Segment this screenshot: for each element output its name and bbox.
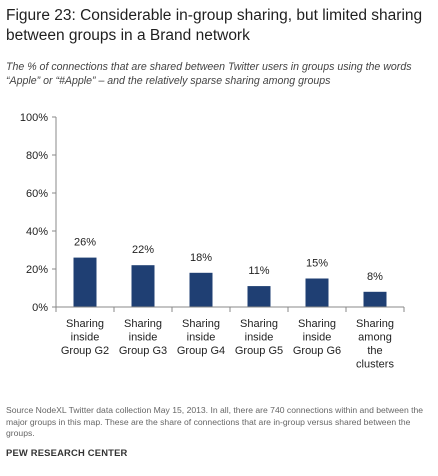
brand-label: PEW RESEARCH CENTER — [6, 447, 128, 458]
x-category-label: Sharing inside Group G3 — [119, 318, 167, 357]
y-tick-label: 20% — [26, 264, 48, 276]
x-category-label: Sharing inside Group G2 — [61, 318, 109, 357]
x-category-label-line: inside — [129, 332, 158, 344]
x-category-label-line: Sharing — [182, 318, 220, 330]
x-category-label: Sharing among the clusters — [356, 318, 394, 371]
bar-chart: 0% 20% 40% 60% 80% 100% 26% 22% 18% 11% 15% 8% Sha… — [20, 112, 405, 371]
bar-value-label: 8% — [367, 271, 383, 283]
x-category-label-line: Group G4 — [177, 345, 225, 357]
x-category-label-line: inside — [187, 332, 216, 344]
bar — [247, 286, 271, 307]
bar — [73, 257, 97, 307]
y-tick-label: 100% — [20, 112, 48, 124]
x-category-label-line: inside — [245, 332, 274, 344]
x-category-label-line: Sharing — [66, 318, 104, 330]
x-category-label: Sharing inside Group G4 — [177, 318, 225, 357]
bar-value-label: 18% — [190, 252, 212, 264]
bar — [131, 265, 155, 307]
x-category-label-line: Group G6 — [293, 345, 341, 357]
bar — [189, 272, 213, 307]
x-category-label-line: inside — [71, 332, 100, 344]
source-note: Source NodeXL Twitter data collection Ma… — [6, 405, 424, 438]
x-category-label-line: Group G2 — [61, 345, 109, 357]
bar — [363, 291, 387, 307]
y-tick-label: 80% — [26, 150, 48, 162]
y-tick-label: 60% — [26, 188, 48, 200]
chart-subtitle: The % of connections that are shared bet… — [6, 61, 412, 87]
y-tick-label: 40% — [26, 226, 48, 238]
x-category-label-line: the — [367, 345, 382, 357]
x-category-label-line: clusters — [356, 359, 394, 371]
x-category-label-line: Sharing — [356, 318, 394, 330]
bar-value-label: 11% — [248, 265, 269, 277]
x-category-label-line: inside — [303, 332, 332, 344]
bar-value-label: 22% — [132, 244, 154, 256]
x-category-label-line: Group G5 — [235, 345, 283, 357]
chart-title: Figure 23: Considerable in-group sharing… — [6, 7, 423, 44]
y-tick-label: 0% — [32, 302, 48, 314]
x-category-label-line: Sharing — [298, 318, 336, 330]
bar-value-label: 26% — [74, 237, 96, 249]
x-category-label-line: among — [358, 332, 392, 344]
bar — [305, 278, 329, 307]
bars: 26% 22% 18% 11% 15% 8% — [73, 237, 387, 307]
x-category-label: Sharing inside Group G6 — [293, 318, 341, 357]
x-category-label: Sharing inside Group G5 — [235, 318, 283, 357]
x-category-label-line: Sharing — [124, 318, 162, 330]
y-axis: 0% 20% 40% 60% 80% 100% — [20, 112, 57, 314]
bar-value-label: 15% — [306, 258, 328, 270]
x-category-label-line: Sharing — [240, 318, 278, 330]
x-category-label-line: Group G3 — [119, 345, 167, 357]
